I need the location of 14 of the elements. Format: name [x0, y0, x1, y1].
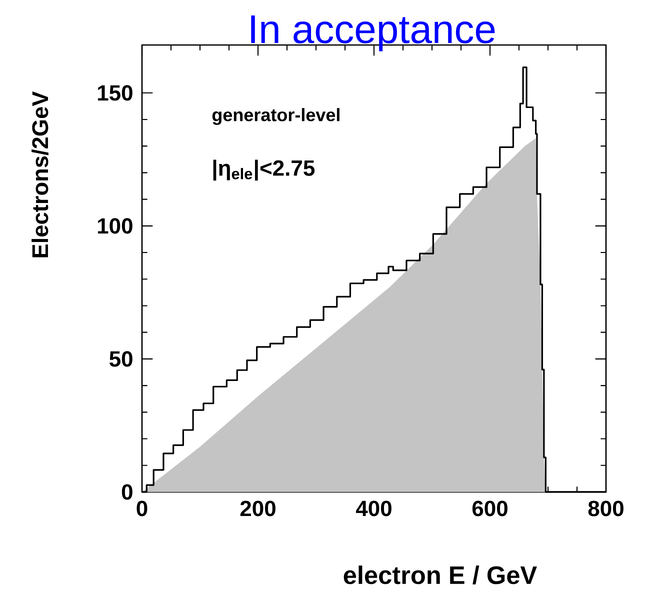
x-tick-label: 0 — [136, 500, 148, 516]
x-axis-title: electron E / GeV — [344, 566, 537, 584]
y-tick-label: 50 — [109, 351, 132, 367]
x-tick-label: 400 — [356, 500, 392, 516]
y-tick-label: 150 — [98, 85, 132, 101]
x-tick-label: 800 — [588, 500, 624, 516]
annotation: generator-level — [212, 108, 340, 125]
annotation: |η$_{ele}$|<2.75 — [213, 160, 315, 181]
x-tick-label: 200 — [240, 500, 276, 516]
y-tick-label: 100 — [98, 218, 132, 234]
x-tick-label: 600 — [472, 500, 508, 516]
y-axis-title: Electrons/2GeV — [32, 91, 48, 258]
y-tick-label: 0 — [122, 484, 132, 500]
chart-title: In acceptance — [251, 15, 495, 52]
